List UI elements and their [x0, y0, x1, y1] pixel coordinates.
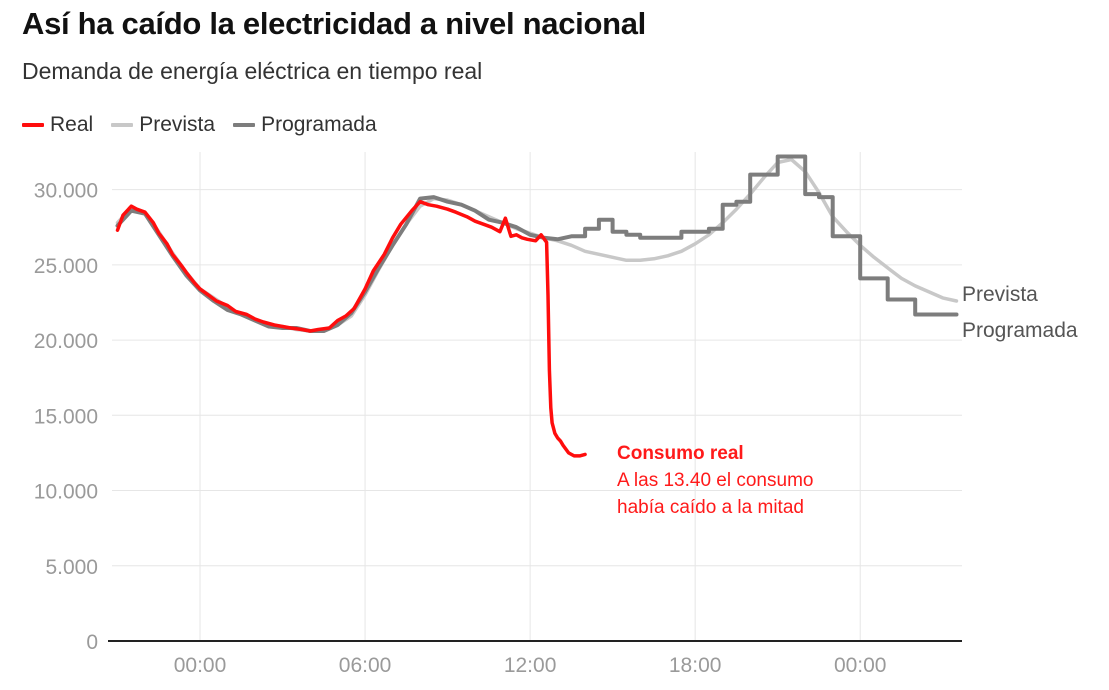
axes: 0 5.000 10.000 15.000 20.000 25.000 30.000 00:0… — [34, 180, 962, 677]
series-line-programada — [115, 154, 959, 333]
legend-item-real: Real — [22, 113, 93, 137]
y-tick-label: 20.000 — [34, 330, 98, 353]
end-label-prevista: Prevista — [962, 283, 1038, 306]
y-tick-label: 0 — [86, 631, 98, 654]
annotation-line-1: A las 13.40 el consumo — [617, 470, 813, 491]
x-tick-label: 06:00 — [339, 654, 392, 677]
chart-labels: Prevista Programada Consumo real A las 1… — [617, 283, 1078, 518]
y-tick-label: 25.000 — [34, 255, 98, 278]
annotation-line-2: había caído a la mitad — [617, 497, 804, 518]
legend-label-prevista: Prevista — [139, 113, 216, 136]
legend-swatch-programada — [233, 123, 256, 127]
x-tick-label: 12:00 — [504, 654, 557, 677]
y-tick-label: 10.000 — [34, 481, 98, 504]
x-tick-label: 00:00 — [834, 654, 887, 677]
chart-subtitle: Demanda de energía eléctrica en tiempo r… — [22, 58, 483, 84]
series-lines — [115, 154, 959, 458]
y-tick-label: 15.000 — [34, 405, 98, 428]
x-tick-label: 18:00 — [669, 654, 722, 677]
series-line-prevista — [115, 157, 959, 333]
series-line-real — [115, 199, 587, 458]
legend-item-prevista: Prevista — [111, 113, 215, 137]
grid-lines — [112, 152, 962, 641]
end-label-programada: Programada — [962, 319, 1078, 342]
legend-item-programada: Programada — [233, 113, 377, 137]
legend-label-real: Real — [50, 113, 94, 136]
annotation-title: Consumo real — [617, 443, 744, 464]
y-tick-label: 5.000 — [45, 556, 98, 579]
legend-swatch-real — [22, 123, 44, 127]
chart-title: Así ha caído la electricidad a nivel nac… — [22, 6, 646, 41]
legend-label-programada: Programada — [261, 113, 377, 136]
x-tick-label: 00:00 — [174, 654, 227, 677]
y-tick-label: 30.000 — [34, 180, 98, 203]
chart-legend: Real Prevista Programada — [22, 113, 395, 137]
legend-swatch-prevista — [111, 123, 134, 127]
